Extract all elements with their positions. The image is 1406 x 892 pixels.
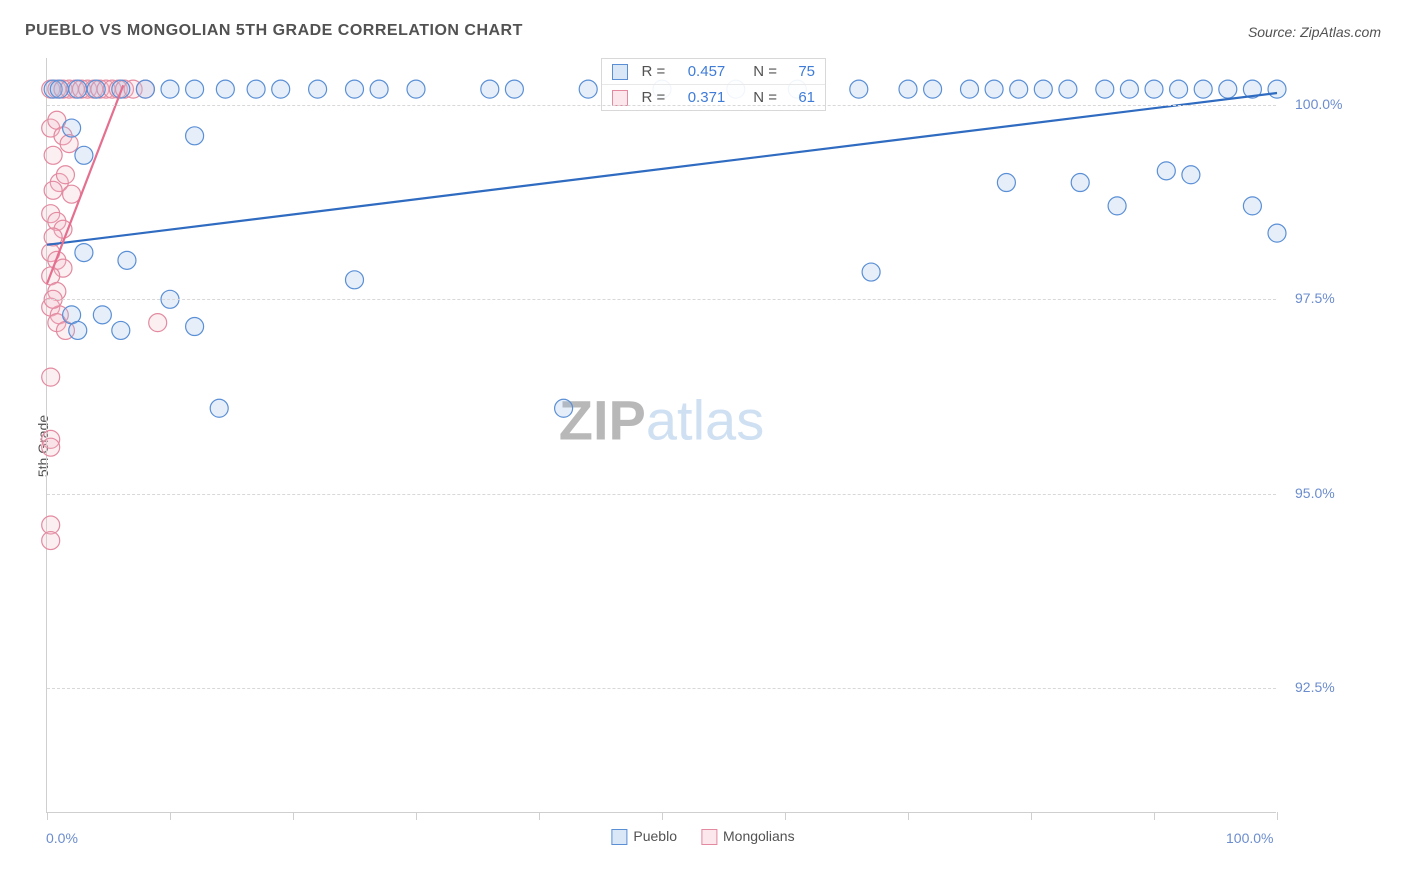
chart-svg — [47, 58, 1276, 812]
y-tick-label: 92.5% — [1295, 679, 1335, 695]
x-tick — [170, 812, 171, 820]
chart-title: PUEBLO VS MONGOLIAN 5TH GRADE CORRELATIO… — [25, 22, 523, 40]
legend-label-pueblo: Pueblo — [633, 828, 677, 844]
gridline — [47, 688, 1276, 689]
r-value: 0.371 — [673, 89, 725, 106]
n-label: N = — [753, 63, 777, 80]
n-label: N = — [753, 89, 777, 106]
x-tick — [785, 812, 786, 820]
x-tick — [1154, 812, 1155, 820]
x-tick — [662, 812, 663, 820]
gridline — [47, 299, 1276, 300]
x-tick — [539, 812, 540, 820]
x-tick — [293, 812, 294, 820]
plot-area: ZIPatlas R =0.457N =75R =0.371N =61 92.5… — [46, 58, 1276, 813]
r-value: 0.457 — [673, 63, 725, 80]
r-label: R = — [642, 63, 666, 80]
n-value: 61 — [785, 89, 815, 106]
y-tick-label: 100.0% — [1295, 96, 1342, 112]
source-label: Source: ZipAtlas.com — [1248, 24, 1381, 40]
mongolians-swatch-icon — [701, 829, 717, 845]
x-tick — [1277, 812, 1278, 820]
n-value: 75 — [785, 63, 815, 80]
legend-bottom: Pueblo Mongolians — [611, 828, 794, 845]
pueblo-swatch-icon — [611, 829, 627, 845]
legend-item-mongolians: Mongolians — [701, 828, 795, 845]
correlation-legend: R = 0.457 N = 75 R = 0.371 N = 61 — [601, 58, 827, 111]
legend-swatch-icon — [612, 64, 628, 80]
x-tick — [416, 812, 417, 820]
x-tick-label-max: 100.0% — [1226, 830, 1273, 846]
y-tick-label: 97.5% — [1295, 290, 1335, 306]
legend-row: R = 0.371 N = 61 — [602, 85, 826, 110]
gridline — [47, 494, 1276, 495]
legend-row: R = 0.457 N = 75 — [602, 59, 826, 85]
legend-label-mongolians: Mongolians — [723, 828, 795, 844]
x-tick — [908, 812, 909, 820]
gridline — [47, 105, 1276, 106]
legend-swatch-icon — [612, 90, 628, 106]
y-tick-label: 95.0% — [1295, 485, 1335, 501]
r-label: R = — [642, 89, 666, 106]
legend-item-pueblo: Pueblo — [611, 828, 677, 845]
x-tick — [1031, 812, 1032, 820]
x-tick-label-min: 0.0% — [46, 830, 78, 846]
x-tick — [47, 812, 48, 820]
